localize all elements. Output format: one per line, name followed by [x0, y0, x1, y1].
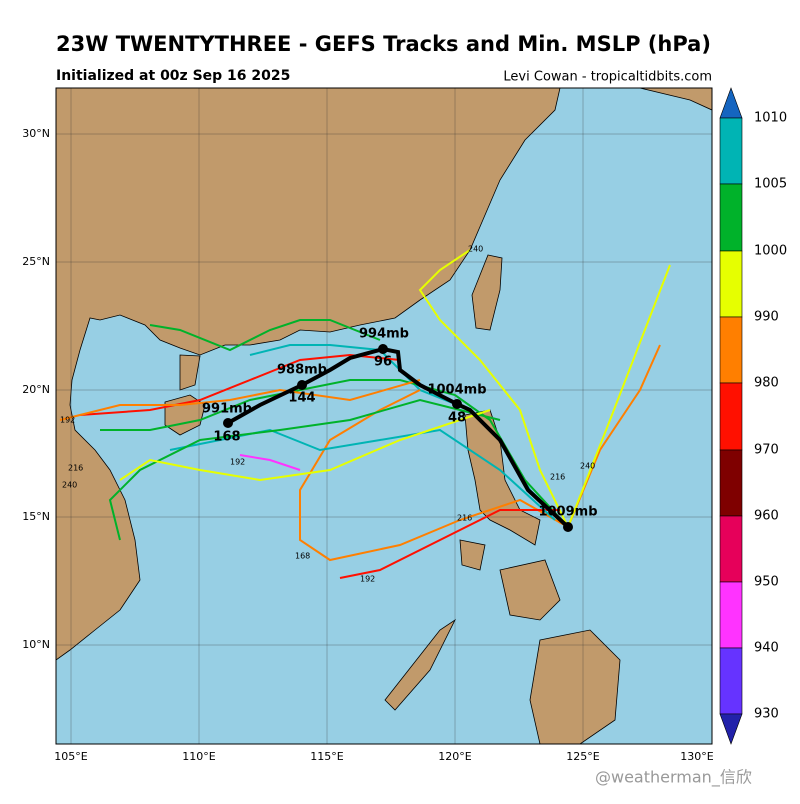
mean-labels: 1009mb 1004mb 48 994mb 96 988mb 144 991m… — [202, 327, 598, 520]
member-label: 240 — [580, 462, 595, 471]
lat-label: 20°N — [22, 383, 50, 396]
lat-labels: 30°N 25°N 20°N 15°N 10°N — [22, 127, 50, 651]
lat-label: 10°N — [22, 638, 50, 651]
colorbar-label: 990 — [754, 310, 779, 325]
member-label: 192 — [60, 416, 75, 425]
watermark: @weatherman_信欣 — [595, 768, 752, 788]
mean-label: 168 — [213, 430, 240, 445]
member-label: 192 — [230, 458, 245, 467]
mean-label: 1004mb — [427, 383, 486, 398]
lon-label: 125°E — [566, 750, 599, 763]
lon-labels: 105°E 110°E 115°E 120°E 125°E 130°E — [54, 750, 713, 763]
member-label: 240 — [468, 245, 483, 254]
colorbar-label: 970 — [754, 443, 779, 458]
subtitle: Initialized at 00z Sep 16 2025 — [56, 68, 290, 84]
colorbar-label: 980 — [754, 376, 779, 391]
peninsula — [179, 354, 201, 391]
mean-label: 144 — [288, 391, 315, 406]
credit: Levi Cowan - tropicaltidbits.com — [503, 70, 712, 85]
colorbar-label: 950 — [754, 575, 779, 590]
member-label: 216 — [550, 473, 565, 482]
colorbar-labels: 1010 1005 1000 990 980 970 960 950 940 9… — [754, 111, 787, 722]
lon-label: 105°E — [54, 750, 87, 763]
colorbar-label: 940 — [754, 641, 779, 656]
member-label: 240 — [62, 481, 77, 490]
mean-label: 1009mb — [538, 505, 597, 520]
colorbar-label: 1005 — [754, 177, 787, 192]
member-label: 168 — [295, 552, 310, 561]
mean-label: 48 — [448, 411, 466, 426]
colorbar-label: 930 — [754, 707, 779, 722]
lat-label: 25°N — [22, 255, 50, 268]
colorbar-label: 1010 — [754, 111, 787, 126]
colorbar — [719, 87, 743, 745]
japan — [639, 88, 712, 111]
colorbar-label: 960 — [754, 509, 779, 524]
lon-label: 115°E — [310, 750, 343, 763]
lat-label: 15°N — [22, 510, 50, 523]
mean-label: 96 — [374, 355, 392, 370]
member-tracks — [59, 249, 671, 579]
member-label: 216 — [68, 464, 83, 473]
mindanao — [529, 629, 621, 744]
lat-label: 30°N — [22, 127, 50, 140]
lon-label: 110°E — [182, 750, 215, 763]
lon-label: 130°E — [680, 750, 713, 763]
title: 23W TWENTYTHREE - GEFS Tracks and Min. M… — [56, 32, 711, 56]
member-label: 192 — [360, 575, 375, 584]
colorbar-label: 1000 — [754, 244, 787, 259]
member-labels: 192 216 240 240 216 192 168 216 240 192 — [60, 245, 595, 584]
map: 192 216 240 240 216 192 168 216 240 192 … — [55, 87, 713, 745]
mean-label: 988mb — [277, 363, 327, 378]
visayas — [499, 559, 561, 621]
member-label: 216 — [457, 514, 472, 523]
mindoro — [459, 539, 486, 571]
mean-track — [227, 346, 570, 529]
mean-label: 991mb — [202, 402, 252, 417]
mean-label: 994mb — [359, 327, 409, 342]
mean-points — [223, 344, 573, 532]
lon-label: 120°E — [438, 750, 471, 763]
taiwan — [471, 254, 503, 331]
